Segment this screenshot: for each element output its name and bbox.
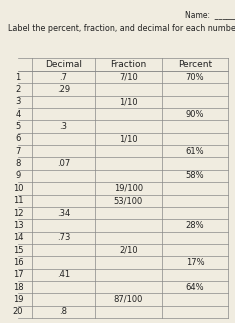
- Text: .34: .34: [57, 209, 70, 217]
- Text: 19/100: 19/100: [114, 184, 143, 193]
- Text: 7/10: 7/10: [119, 73, 138, 82]
- Text: 3: 3: [15, 97, 21, 106]
- Text: 4: 4: [15, 110, 21, 119]
- Text: 58%: 58%: [186, 172, 204, 181]
- Text: 53/100: 53/100: [114, 196, 143, 205]
- Text: 61%: 61%: [186, 147, 204, 156]
- Text: Decimal: Decimal: [45, 60, 82, 69]
- Text: Name:  _______________: Name: _______________: [185, 10, 235, 19]
- Text: 17: 17: [13, 270, 23, 279]
- Text: 9: 9: [15, 172, 21, 181]
- Text: .41: .41: [57, 270, 70, 279]
- Text: 7: 7: [15, 147, 21, 156]
- Text: Percent: Percent: [178, 60, 212, 69]
- Text: 8: 8: [15, 159, 21, 168]
- Text: .29: .29: [57, 85, 70, 94]
- Text: 1: 1: [15, 73, 21, 82]
- Text: 1/10: 1/10: [119, 134, 138, 143]
- Text: 70%: 70%: [186, 73, 204, 82]
- Text: .3: .3: [59, 122, 67, 131]
- Text: 11: 11: [13, 196, 23, 205]
- Text: 1/10: 1/10: [119, 97, 138, 106]
- Text: 18: 18: [13, 283, 23, 292]
- Text: .8: .8: [59, 307, 67, 316]
- Text: 15: 15: [13, 245, 23, 255]
- Text: 2/10: 2/10: [119, 245, 138, 255]
- Text: 5: 5: [15, 122, 21, 131]
- Text: .07: .07: [57, 159, 70, 168]
- Text: 13: 13: [13, 221, 23, 230]
- Text: 6: 6: [15, 134, 21, 143]
- Text: 90%: 90%: [186, 110, 204, 119]
- Text: 12: 12: [13, 209, 23, 217]
- Text: 20: 20: [13, 307, 23, 316]
- Text: 14: 14: [13, 233, 23, 242]
- Text: 64%: 64%: [186, 283, 204, 292]
- Text: 19: 19: [13, 295, 23, 304]
- Text: Fraction: Fraction: [110, 60, 147, 69]
- Text: 28%: 28%: [186, 221, 204, 230]
- Text: 16: 16: [13, 258, 23, 267]
- Text: 10: 10: [13, 184, 23, 193]
- Text: .73: .73: [57, 233, 70, 242]
- Text: 2: 2: [15, 85, 21, 94]
- Text: 17%: 17%: [186, 258, 204, 267]
- Text: 87/100: 87/100: [114, 295, 143, 304]
- Text: Label the percent, fraction, and decimal for each number.: Label the percent, fraction, and decimal…: [8, 24, 235, 33]
- Text: .7: .7: [59, 73, 67, 82]
